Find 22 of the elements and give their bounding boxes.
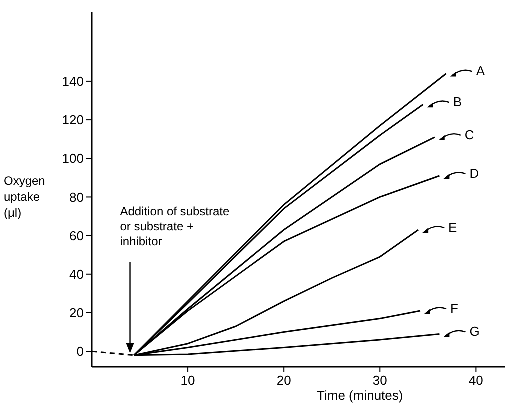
y-tick-label: 80 [70, 190, 84, 205]
x-tick-label: 10 [180, 373, 196, 388]
legend-label: B [453, 94, 462, 110]
legend-label: C [464, 127, 474, 142]
annotation: Addition of substrate or substrate + inhibitor [120, 204, 230, 248]
y-tick-label: 20 [70, 306, 84, 321]
y-tick-label: 0 [76, 344, 84, 360]
legend-label: G [470, 324, 480, 340]
y-tick-label: 60 [70, 228, 84, 244]
y-tick-label: 140 [62, 74, 84, 90]
legend-label: A [476, 64, 486, 79]
x-axis-title: Time (minutes) [317, 388, 404, 403]
x-tick-label: 40 [468, 373, 484, 388]
x-tick-label: 30 [372, 373, 388, 388]
y-tick-label: 120 [62, 112, 84, 128]
y-tick-label: 40 [70, 266, 84, 282]
legend-label: F [450, 301, 458, 316]
y-tick-label: 100 [62, 151, 84, 166]
legend-label: D [470, 166, 480, 181]
x-tick-label: 20 [276, 373, 292, 388]
y-axis-title: Oxygen uptake (μl) [4, 174, 46, 220]
legend-label: E [448, 220, 458, 236]
